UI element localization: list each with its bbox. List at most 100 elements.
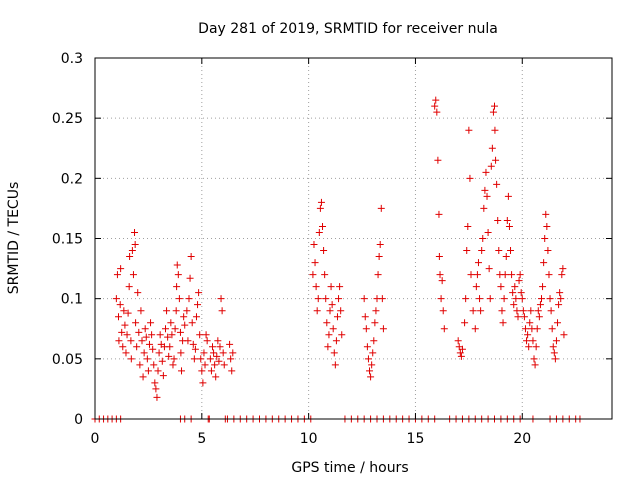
data-point	[543, 222, 551, 230]
data-point	[559, 265, 567, 273]
data-point	[462, 295, 470, 303]
data-point	[206, 355, 214, 363]
data-point	[322, 295, 330, 303]
data-point	[431, 102, 439, 110]
data-point	[152, 385, 160, 393]
data-point	[191, 345, 199, 353]
data-point	[337, 307, 345, 315]
data-point	[177, 349, 185, 357]
data-point	[227, 355, 235, 363]
data-point	[228, 367, 236, 375]
x-axis-label: GPS time / hours	[291, 460, 408, 476]
data-point	[188, 319, 196, 327]
data-point	[511, 283, 519, 291]
data-point	[184, 337, 192, 345]
data-point	[175, 295, 183, 303]
data-point	[197, 355, 205, 363]
data-point	[174, 271, 182, 279]
data-point	[173, 261, 181, 269]
data-point	[370, 337, 378, 345]
y-tick-label: 0	[74, 412, 83, 428]
data-point	[310, 241, 318, 249]
data-point	[484, 228, 492, 236]
data-point	[533, 325, 541, 333]
data-point	[319, 222, 327, 230]
data-point	[165, 352, 173, 360]
data-point	[469, 307, 477, 315]
x-tick-label: 15	[407, 431, 425, 447]
data-point	[200, 349, 208, 357]
data-point	[211, 361, 219, 369]
data-point	[491, 126, 499, 134]
data-point	[125, 283, 133, 291]
data-point	[332, 337, 340, 345]
data-point	[532, 343, 540, 351]
data-point	[153, 393, 161, 401]
data-point	[530, 355, 538, 363]
data-point	[213, 352, 221, 360]
data-point	[361, 313, 369, 321]
data-point	[163, 307, 171, 315]
data-point	[333, 313, 341, 321]
data-point	[115, 313, 122, 321]
y-tick-label: 0.1	[61, 292, 83, 308]
data-point	[168, 331, 176, 339]
data-point	[335, 295, 343, 303]
data-point	[521, 325, 529, 333]
data-point	[187, 253, 195, 261]
data-point	[173, 283, 181, 291]
data-point	[439, 307, 447, 315]
y-tick-label: 0.05	[52, 352, 83, 368]
data-point	[366, 367, 374, 375]
data-point	[516, 271, 524, 279]
data-point	[364, 355, 372, 363]
data-point	[133, 343, 141, 351]
data-point	[338, 331, 346, 339]
data-point	[172, 307, 180, 315]
data-point	[190, 355, 198, 363]
data-point	[131, 241, 139, 249]
data-point	[492, 156, 500, 164]
data-point	[143, 355, 151, 363]
data-point	[483, 192, 491, 200]
data-point	[194, 301, 202, 309]
data-point	[491, 102, 498, 110]
data-point	[513, 307, 521, 315]
data-point	[527, 307, 535, 315]
data-point	[195, 289, 203, 297]
data-point	[120, 307, 128, 315]
data-point	[203, 337, 211, 345]
data-point	[376, 241, 384, 249]
data-point	[323, 319, 331, 327]
data-point	[329, 325, 337, 333]
data-point	[374, 271, 382, 279]
data-point	[542, 210, 550, 218]
data-point	[378, 295, 386, 303]
data-point	[497, 283, 505, 291]
data-point	[315, 228, 323, 236]
data-point	[463, 247, 471, 255]
data-point	[127, 337, 135, 345]
data-point	[466, 174, 474, 182]
y-tick-label: 0.15	[52, 232, 83, 248]
data-point	[178, 367, 186, 375]
data-point	[124, 309, 132, 317]
y-tick-label: 0.25	[52, 111, 83, 127]
data-point	[454, 337, 462, 345]
data-point	[119, 343, 127, 351]
data-point	[499, 319, 507, 327]
data-point	[141, 325, 149, 333]
data-point	[371, 319, 379, 327]
data-point	[309, 271, 317, 279]
data-point	[525, 343, 533, 351]
data-point	[189, 340, 197, 348]
data-point	[325, 331, 333, 339]
data-point	[510, 301, 518, 309]
data-point	[324, 343, 332, 351]
data-point	[138, 337, 146, 345]
data-point	[481, 186, 489, 194]
data-point	[150, 361, 158, 369]
data-point	[112, 295, 120, 303]
data-point	[478, 247, 486, 255]
data-point	[505, 222, 513, 230]
